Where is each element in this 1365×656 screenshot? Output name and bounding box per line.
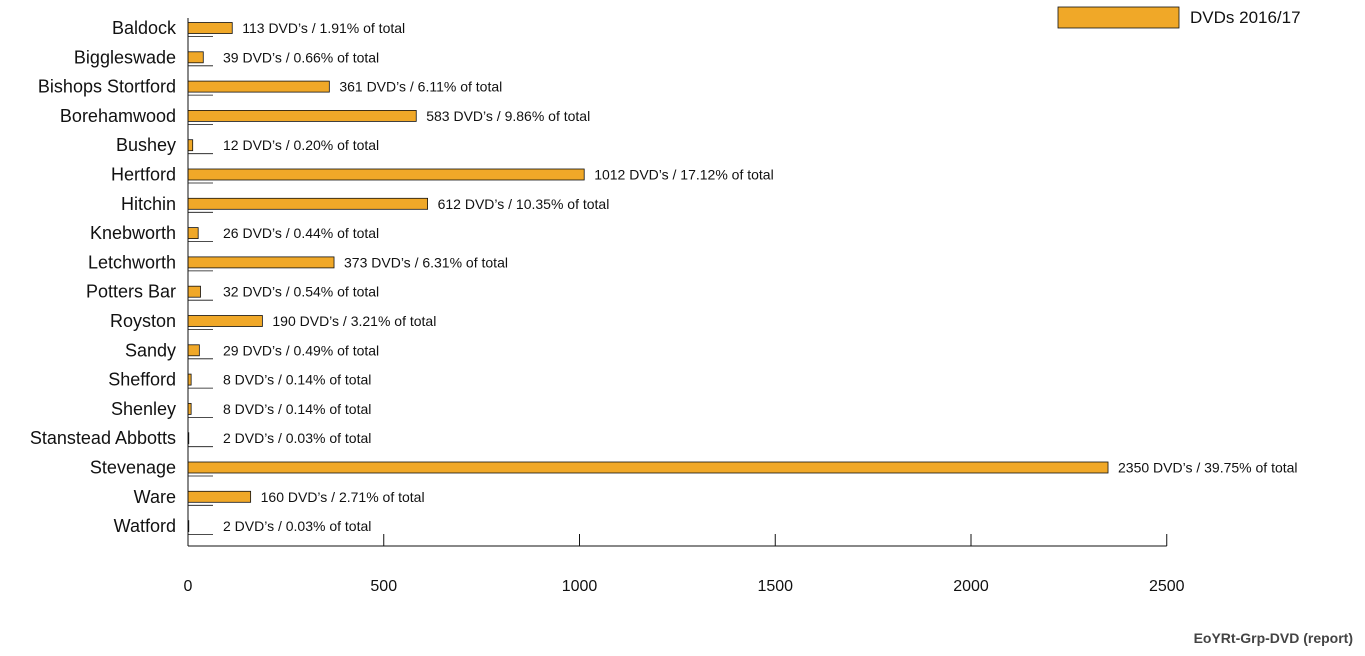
data-label: 583 DVD’s / 9.86% of total [426,108,590,124]
bar-bushey [187,139,194,152]
category-label: Sandy [125,340,176,360]
bar-stevenage [187,461,1109,474]
x-tick-label: 2000 [953,578,989,595]
category-label: Letchworth [88,252,176,272]
bar-royston [187,315,263,327]
category-label: Stanstead Abbotts [30,428,176,448]
bar-bishops-stortford [187,80,330,93]
data-label: 26 DVD’s / 0.44% of total [223,225,379,241]
category-label: Shefford [108,370,176,390]
data-label: 612 DVD’s / 10.35% of total [438,196,610,212]
category-label: Royston [110,311,176,331]
data-label: 361 DVD’s / 6.11% of total [339,79,502,95]
bar-ware [187,490,252,503]
category-label: Bishops Stortford [38,77,176,97]
data-label: 2 DVD’s / 0.03% of total [223,430,371,446]
category-label: Hertford [111,165,176,185]
x-tick-label: 1000 [562,578,598,595]
bar-potters-bar [187,285,201,298]
bar-hitchin [187,197,428,210]
data-label: 1012 DVD’s / 17.12% of total [594,167,774,183]
data-label: 113 DVD’s / 1.91% of total [242,20,405,36]
x-tick-label: 500 [370,578,397,595]
bar-borehamwood [187,110,417,122]
category-label: Knebworth [90,223,176,243]
data-labels: 113 DVD’s / 1.91% of total 39 DVD’s / 0.6… [223,20,1298,534]
category-label: Stevenage [90,458,176,478]
category-label: Bushey [116,135,176,155]
bar-sandy [187,344,200,357]
category-label: Biggleswade [74,47,176,67]
bars-layer [187,22,1109,535]
report-footer-label: EoYRt-Grp-DVD (report) [1193,630,1353,646]
category-label: Ware [134,487,176,507]
data-label: 8 DVD’s / 0.14% of total [223,372,371,388]
data-label: 12 DVD’s / 0.20% of total [223,137,379,153]
category-label: Watford [114,516,176,536]
data-label: 39 DVD’s / 0.66% of total [223,49,379,65]
data-label: 32 DVD’s / 0.54% of total [223,284,379,300]
data-label: 8 DVD’s / 0.14% of total [223,401,371,417]
data-label: 190 DVD’s / 3.21% of total [272,313,436,329]
category-label: Potters Bar [86,282,176,302]
category-label: Baldock [112,18,177,38]
legend-label: DVDs 2016/17 [1190,8,1301,27]
data-label: 2 DVD’s / 0.03% of total [223,518,371,534]
category-label: Borehamwood [60,106,176,126]
x-axis: 0 500 1000 1500 2000 2500 [184,18,1185,595]
data-label: 2350 DVD’s / 39.75% of total [1118,460,1298,476]
bar-knebworth [187,227,199,240]
x-tick-label: 2500 [1149,578,1185,595]
x-tick-label: 1500 [757,578,793,595]
bar-biggleswade [187,51,204,64]
bar-letchworth [187,256,335,269]
legend: DVDs 2016/17 [1057,6,1301,29]
legend-swatch [1057,6,1180,29]
data-label: 373 DVD’s / 6.31% of total [344,254,508,270]
data-label: 29 DVD’s / 0.49% of total [223,342,379,358]
category-label: Shenley [111,399,176,419]
bar-baldock [187,22,233,34]
category-label: Hitchin [121,194,176,214]
category-labels: Baldock Biggleswade Bishops Stortford Boreh… [30,18,177,536]
bar-hertford [187,168,585,181]
x-tick-label: 0 [184,578,193,595]
data-label: 160 DVD’s / 2.71% of total [261,489,425,505]
